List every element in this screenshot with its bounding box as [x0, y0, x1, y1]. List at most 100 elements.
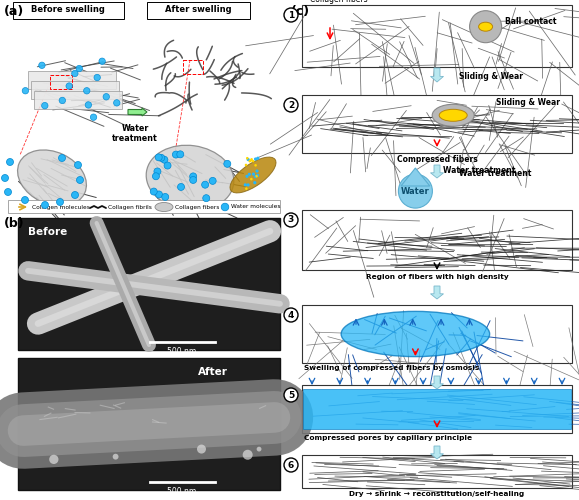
Text: Sliding & Wear: Sliding & Wear [496, 98, 560, 107]
Circle shape [247, 184, 250, 186]
Circle shape [190, 176, 197, 184]
Bar [303, 389, 571, 429]
FancyBboxPatch shape [13, 2, 123, 18]
Circle shape [221, 203, 229, 211]
Circle shape [255, 175, 258, 178]
Circle shape [22, 88, 28, 94]
Circle shape [75, 162, 82, 168]
Circle shape [157, 154, 165, 162]
Circle shape [250, 158, 253, 160]
Text: Dry → shrink → reconstitution/self-healing: Dry → shrink → reconstitution/self-heali… [349, 491, 525, 497]
Circle shape [173, 151, 179, 158]
Text: Region of fibers with high density: Region of fibers with high density [366, 274, 508, 280]
Circle shape [113, 100, 120, 106]
Bar [8, 200, 280, 213]
Circle shape [245, 174, 248, 178]
Text: 3: 3 [288, 216, 294, 224]
Circle shape [152, 173, 159, 180]
Circle shape [284, 308, 298, 322]
FancyArrow shape [431, 68, 444, 82]
Circle shape [99, 58, 105, 64]
Circle shape [247, 158, 250, 161]
Circle shape [58, 154, 65, 162]
Circle shape [42, 102, 48, 109]
Ellipse shape [146, 145, 234, 211]
Circle shape [162, 194, 168, 200]
Circle shape [71, 192, 79, 198]
Ellipse shape [479, 22, 493, 31]
Circle shape [161, 156, 168, 163]
Bar [302, 5, 572, 67]
Circle shape [284, 388, 298, 402]
Circle shape [5, 188, 12, 196]
Bar [183, 60, 203, 74]
Bar [302, 455, 572, 488]
Circle shape [201, 181, 208, 188]
Circle shape [94, 74, 100, 80]
FancyBboxPatch shape [146, 2, 250, 18]
Circle shape [103, 94, 109, 100]
FancyArrow shape [431, 376, 444, 389]
Circle shape [190, 173, 197, 180]
FancyArrow shape [431, 446, 444, 459]
Circle shape [151, 188, 157, 195]
Circle shape [83, 88, 90, 94]
Text: After: After [198, 367, 228, 377]
FancyArrow shape [431, 165, 444, 178]
Ellipse shape [230, 157, 276, 193]
Text: Compressed pores by capillary principle: Compressed pores by capillary principle [304, 435, 472, 441]
Text: Swelling of compressed fibers by osmosis: Swelling of compressed fibers by osmosis [304, 365, 479, 371]
Circle shape [252, 172, 255, 176]
Circle shape [42, 202, 49, 208]
Text: 2: 2 [288, 100, 294, 110]
Circle shape [255, 170, 259, 172]
Text: 6: 6 [288, 460, 294, 469]
Text: (a): (a) [4, 6, 24, 18]
Text: 4: 4 [288, 310, 294, 320]
FancyBboxPatch shape [31, 81, 119, 99]
Circle shape [470, 10, 501, 42]
Bar [302, 385, 572, 433]
Ellipse shape [341, 312, 490, 356]
Circle shape [72, 70, 78, 76]
Text: Water treatment: Water treatment [444, 166, 516, 175]
Text: Water treatment: Water treatment [459, 169, 532, 178]
FancyArrow shape [431, 286, 444, 299]
Text: (c): (c) [291, 6, 310, 18]
Circle shape [76, 66, 82, 71]
Text: 500 nm: 500 nm [167, 347, 197, 356]
Circle shape [66, 83, 72, 89]
Circle shape [209, 178, 216, 184]
Circle shape [245, 164, 247, 166]
Text: Before swelling: Before swelling [31, 6, 105, 15]
Text: Water: Water [401, 186, 430, 196]
Circle shape [250, 178, 252, 180]
Circle shape [155, 154, 162, 161]
Circle shape [39, 62, 45, 68]
Text: Sliding & Wear: Sliding & Wear [459, 72, 523, 81]
Circle shape [76, 176, 83, 184]
Ellipse shape [155, 202, 173, 211]
Polygon shape [401, 168, 430, 186]
Circle shape [256, 446, 262, 452]
Circle shape [254, 158, 257, 160]
Circle shape [284, 8, 298, 22]
Circle shape [90, 114, 97, 120]
Circle shape [154, 168, 161, 175]
Text: Compressed fibers: Compressed fibers [397, 155, 477, 164]
Bar [18, 358, 280, 490]
Text: Water molecules: Water molecules [231, 204, 280, 210]
Text: Before: Before [28, 227, 67, 237]
Circle shape [243, 450, 252, 460]
Circle shape [250, 160, 252, 162]
Text: Ball contact: Ball contact [505, 17, 556, 26]
Circle shape [177, 151, 184, 158]
Circle shape [59, 97, 65, 103]
Ellipse shape [439, 110, 467, 122]
Text: 500 nm: 500 nm [167, 487, 197, 496]
Circle shape [245, 188, 248, 190]
FancyArrow shape [128, 108, 147, 116]
Circle shape [254, 164, 257, 166]
Bar [18, 218, 280, 350]
Bar [302, 210, 572, 270]
